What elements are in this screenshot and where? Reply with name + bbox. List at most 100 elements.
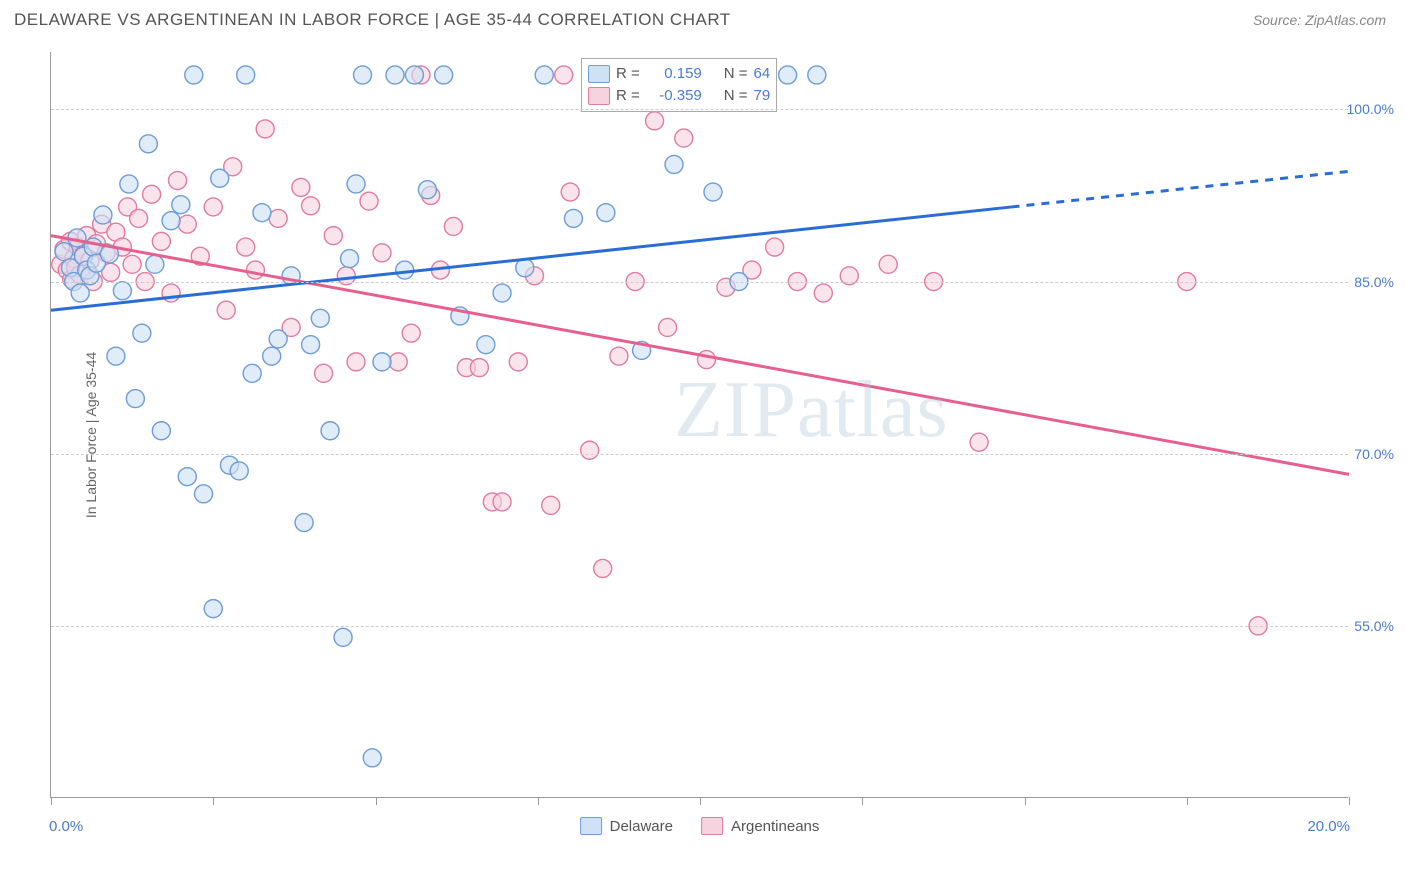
gridline xyxy=(51,282,1348,283)
scatter-point xyxy=(477,336,495,354)
scatter-point xyxy=(435,66,453,84)
chart-header: DELAWARE VS ARGENTINEAN IN LABOR FORCE |… xyxy=(0,0,1406,34)
scatter-point xyxy=(302,197,320,215)
scatter-point xyxy=(347,175,365,193)
scatter-point xyxy=(204,198,222,216)
legend-item-delaware: Delaware xyxy=(580,817,673,835)
scatter-point xyxy=(162,212,180,230)
scatter-point xyxy=(263,347,281,365)
scatter-point xyxy=(493,493,511,511)
legend-label-argentineans: Argentineans xyxy=(731,818,819,835)
argentineans-n-value: 79 xyxy=(754,85,771,107)
scatter-point xyxy=(246,261,264,279)
scatter-point xyxy=(814,284,832,302)
delaware-r-value: 0.159 xyxy=(646,63,702,85)
scatter-point xyxy=(211,169,229,187)
source-label: Source: ZipAtlas.com xyxy=(1253,12,1386,28)
x-tick xyxy=(1349,797,1350,805)
argentineans-swatch-icon xyxy=(588,87,610,105)
scatter-point xyxy=(126,390,144,408)
scatter-point xyxy=(321,422,339,440)
x-tick xyxy=(538,797,539,805)
scatter-point xyxy=(659,318,677,336)
scatter-point xyxy=(535,66,553,84)
scatter-point xyxy=(879,255,897,273)
scatter-point xyxy=(269,330,287,348)
scatter-point xyxy=(146,255,164,273)
scatter-point xyxy=(311,309,329,327)
scatter-point xyxy=(256,120,274,138)
scatter-point xyxy=(139,135,157,153)
scatter-point xyxy=(581,441,599,459)
scatter-point xyxy=(253,204,271,222)
scatter-point xyxy=(195,485,213,503)
r-label: R = xyxy=(616,63,640,85)
scatter-point xyxy=(341,250,359,268)
argentineans-r-value: -0.359 xyxy=(646,85,702,107)
scatter-point xyxy=(178,215,196,233)
stats-row-argentineans: R = -0.359 N = 79 xyxy=(588,85,770,107)
scatter-point xyxy=(360,192,378,210)
x-tick xyxy=(862,797,863,805)
scatter-point xyxy=(363,749,381,767)
scatter-point xyxy=(402,324,420,342)
delaware-n-value: 64 xyxy=(754,63,771,85)
scatter-point xyxy=(243,364,261,382)
scatter-point xyxy=(302,336,320,354)
scatter-point xyxy=(704,183,722,201)
scatter-point xyxy=(107,347,125,365)
scatter-point xyxy=(564,209,582,227)
scatter-point xyxy=(130,209,148,227)
scatter-point xyxy=(324,227,342,245)
scatter-point xyxy=(237,66,255,84)
x-tick xyxy=(1025,797,1026,805)
scatter-point xyxy=(542,496,560,514)
scatter-point xyxy=(389,353,407,371)
scatter-point xyxy=(766,238,784,256)
gridline xyxy=(51,109,1348,110)
scatter-point xyxy=(178,468,196,486)
legend-item-argentineans: Argentineans xyxy=(701,817,819,835)
x-tick xyxy=(376,797,377,805)
scatter-point xyxy=(347,353,365,371)
scatter-point xyxy=(610,347,628,365)
scatter-point xyxy=(444,217,462,235)
delaware-swatch-icon xyxy=(588,65,610,83)
scatter-point xyxy=(509,353,527,371)
scatter-point xyxy=(561,183,579,201)
scatter-point xyxy=(120,175,138,193)
scatter-point xyxy=(204,600,222,618)
x-tick xyxy=(213,797,214,805)
scatter-point xyxy=(697,351,715,369)
argentineans-swatch-icon xyxy=(701,817,723,835)
scatter-point xyxy=(113,282,131,300)
trend-line-dashed xyxy=(1012,171,1349,207)
scatter-point xyxy=(555,66,573,84)
x-tick xyxy=(700,797,701,805)
scatter-point xyxy=(94,206,112,224)
scatter-point xyxy=(665,155,683,173)
scatter-point xyxy=(269,209,287,227)
y-tick-label: 85.0% xyxy=(1354,274,1394,290)
stats-row-delaware: R = 0.159 N = 64 xyxy=(588,63,770,85)
scatter-point xyxy=(230,462,248,480)
scatter-point xyxy=(646,112,664,130)
scatter-point xyxy=(172,196,190,214)
scatter-point xyxy=(292,178,310,196)
scatter-point xyxy=(970,433,988,451)
scatter-point xyxy=(405,66,423,84)
chart-wrap: In Labor Force | Age 35-44 ZIPatlas R = … xyxy=(14,40,1392,830)
y-tick-label: 70.0% xyxy=(1354,446,1394,462)
scatter-point xyxy=(71,284,89,302)
scatter-point xyxy=(152,232,170,250)
scatter-point xyxy=(470,359,488,377)
scatter-point xyxy=(143,185,161,203)
gridline xyxy=(51,626,1348,627)
scatter-point xyxy=(373,353,391,371)
scatter-point xyxy=(315,364,333,382)
scatter-point xyxy=(493,284,511,302)
plot-area: ZIPatlas R = 0.159 N = 64 R = -0.359 N =… xyxy=(50,52,1348,798)
scatter-point xyxy=(334,628,352,646)
scatter-point xyxy=(217,301,235,319)
scatter-point xyxy=(779,66,797,84)
